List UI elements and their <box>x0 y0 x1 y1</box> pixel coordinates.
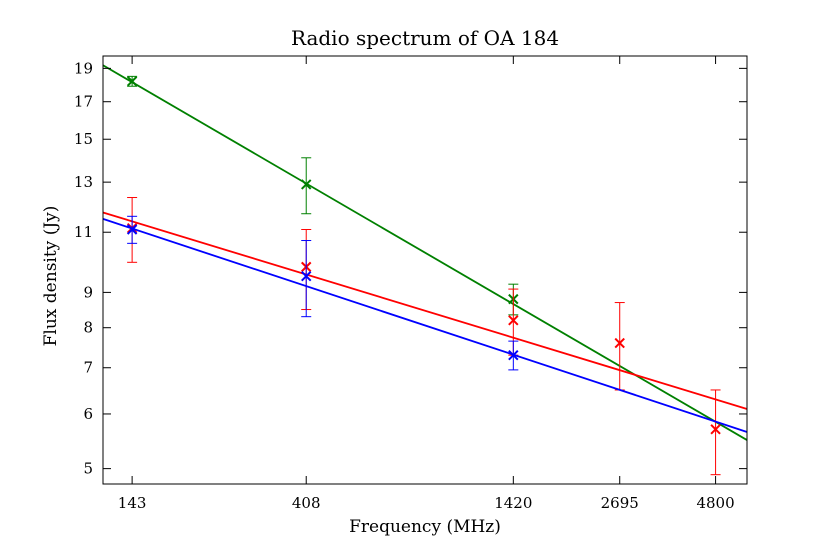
fit-line-blue <box>102 218 748 433</box>
x-tick-label: 4800 <box>696 494 734 512</box>
data-point-red <box>508 315 519 326</box>
y-tick-label: 11 <box>74 223 93 241</box>
y-tick-label: 17 <box>74 93 93 111</box>
fit-line-red <box>102 211 748 410</box>
fit-line-green <box>102 64 748 441</box>
plot-frame <box>102 55 748 485</box>
y-tick-label: 7 <box>83 359 93 377</box>
y-tick-label: 9 <box>83 283 93 301</box>
data-point-blue <box>126 224 138 235</box>
data-point-blue <box>301 270 312 282</box>
data-point-green <box>301 179 312 190</box>
plot-area <box>102 64 748 476</box>
x-tick-label: 1420 <box>494 494 532 512</box>
data-point-red <box>614 337 625 349</box>
y-tick-label: 8 <box>83 319 93 337</box>
chart-title: Radio spectrum of OA 184 <box>291 26 559 50</box>
y-axis-label: Flux density (Jy) <box>41 206 61 347</box>
data-point-blue <box>508 349 519 361</box>
x-tick-label: 143 <box>118 494 147 512</box>
x-tick-label: 2695 <box>601 494 639 512</box>
axes: 143 408 1420 2695 4800 5 6 7 8 9 11 13 15 17 19 <box>74 56 747 512</box>
y-tick-label: 6 <box>83 405 93 423</box>
x-axis-label: Frequency (MHz) <box>349 517 501 537</box>
x-tick-label: 408 <box>292 494 321 512</box>
y-tick-label: 19 <box>74 59 93 77</box>
data-point-green <box>126 76 138 87</box>
data-point-red <box>710 424 721 435</box>
y-tick-label: 15 <box>74 130 93 148</box>
y-tick-label: 13 <box>74 173 93 191</box>
y-tick-label: 5 <box>83 460 93 478</box>
